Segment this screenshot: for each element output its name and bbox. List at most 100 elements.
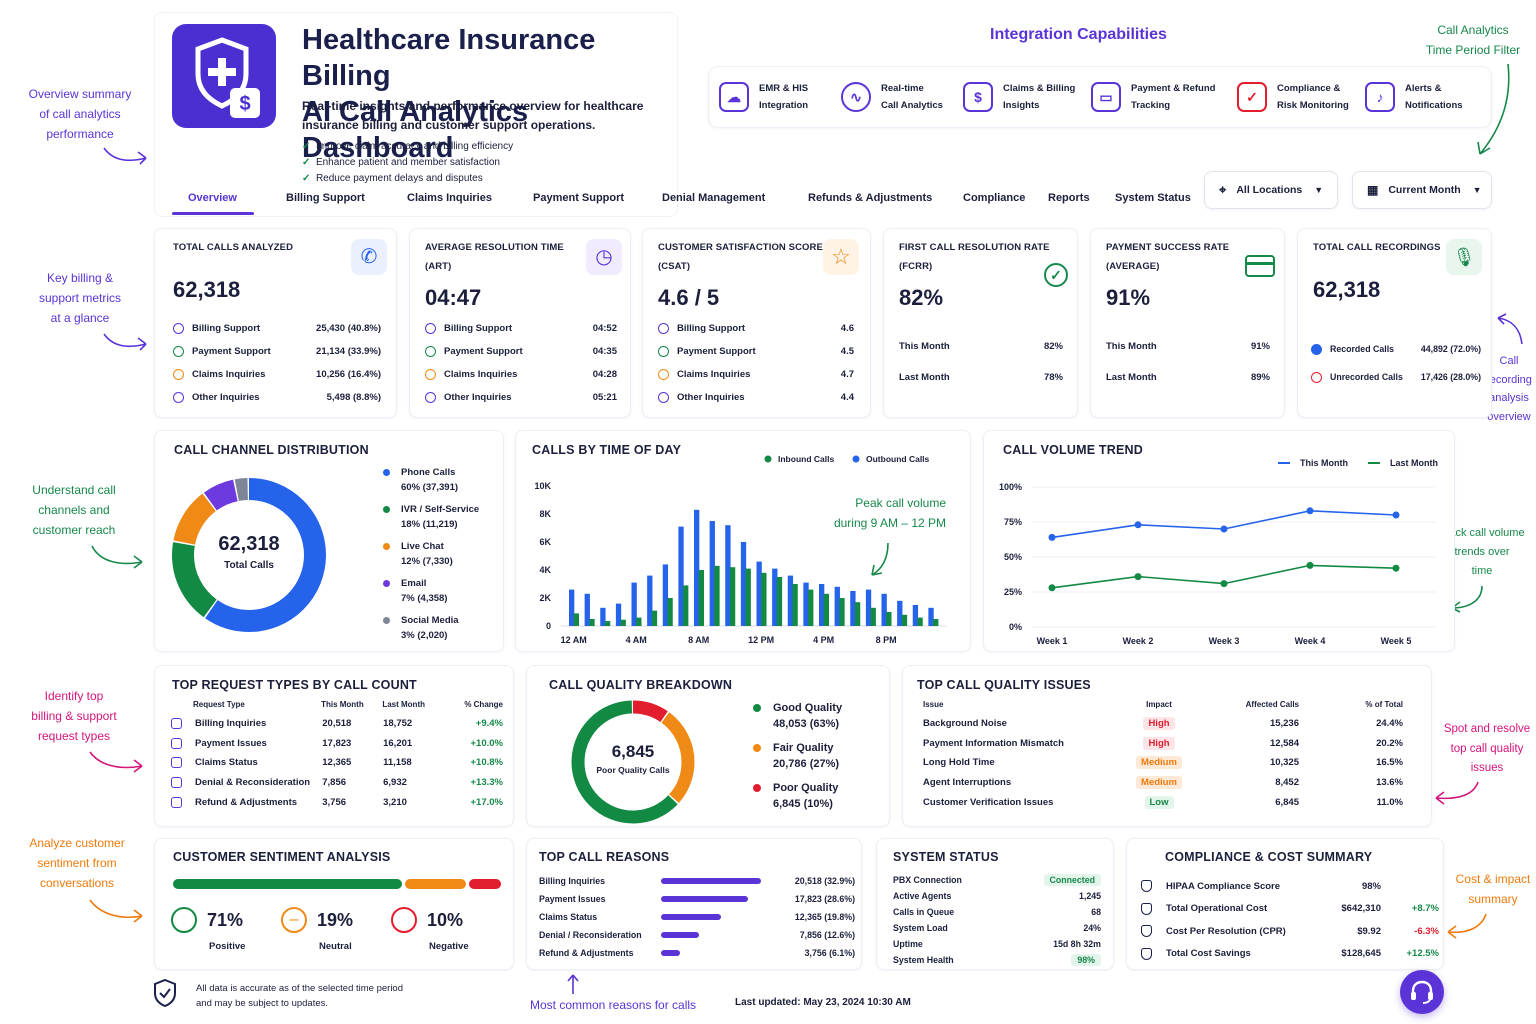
kpi-row-label: Billing Support xyxy=(677,323,746,334)
status-value: 24% xyxy=(1083,923,1101,933)
sentiment-value: 71% xyxy=(207,909,244,930)
table-row: Agent Interruptions Medium 8,452 13.6% xyxy=(923,773,1423,793)
integration-item: $ Claims & Billing Insights xyxy=(963,80,1091,114)
compliance-change: -6.3% xyxy=(1414,925,1439,937)
table-cell: High xyxy=(1129,736,1189,750)
kpi-row-value: 21,134 (33.9%) xyxy=(316,346,381,357)
integration-label: Risk Monitoring xyxy=(1277,100,1349,111)
table-cell: Customer Verification Issues xyxy=(923,796,1054,808)
tab-payment-support[interactable]: Payment Support xyxy=(533,192,625,204)
y-tick-label: 75% xyxy=(1004,517,1022,527)
legend-label: Good Quality xyxy=(773,702,843,714)
table-cell: +10.8% xyxy=(470,757,503,769)
tab-overview[interactable]: Overview xyxy=(188,192,237,204)
integration-item: ♪ Alerts & Notifications xyxy=(1365,80,1475,114)
bar-outbound xyxy=(584,593,590,626)
reason-row: Payment Issues 17,823 (28.6%) xyxy=(539,890,855,908)
kpi-row: Claims Inquiries 10,256 (16.4%) xyxy=(173,363,381,386)
channel-slice xyxy=(172,478,326,632)
bar-outbound xyxy=(678,526,684,626)
kpi-row-label: Other Inquiries xyxy=(192,392,260,403)
status-row: Uptime 15d 8h 32m xyxy=(893,936,1101,952)
bar-outbound xyxy=(865,589,872,626)
legend-label: IVR / Self-Service xyxy=(401,504,480,515)
kpi-row: Other Inquiries 05:21 xyxy=(425,386,617,409)
donut-center-label: Total Calls xyxy=(224,560,274,571)
legend-label: Inbound Calls xyxy=(778,454,834,464)
bar-outbound xyxy=(912,605,919,626)
bar-outbound xyxy=(850,591,856,626)
kpi-row: Billing Support 25,430 (40.8%) xyxy=(173,317,381,340)
app-logo: $ xyxy=(172,24,276,128)
goal-list: ✓ Improve claim accuracy and billing eff… xyxy=(302,139,513,187)
neutral-face-icon: – xyxy=(281,907,307,933)
bar-inbound xyxy=(651,610,658,626)
reason-bar xyxy=(661,878,761,884)
kpi-value: 91% xyxy=(1106,285,1151,310)
tab-claims-inquiries[interactable]: Claims Inquiries xyxy=(407,192,492,204)
arrow-icon xyxy=(91,545,143,569)
table-cell: Long Hold Time xyxy=(923,757,995,769)
bar-outbound xyxy=(834,586,840,626)
kpi-row-value: 4.7 xyxy=(840,369,854,380)
kpi-row-value: 78% xyxy=(1043,372,1063,383)
tab-reports[interactable]: Reports xyxy=(1048,192,1090,204)
bar-inbound xyxy=(776,577,783,626)
reason-label: Payment Issues xyxy=(539,894,606,904)
integration-label: Insights xyxy=(1003,100,1040,111)
svg-text:$: $ xyxy=(239,93,250,115)
location-filter[interactable]: ⌖ All Locations ▼ xyxy=(1204,171,1338,209)
bar-inbound xyxy=(636,617,642,626)
section-title: CALL QUALITY BREAKDOWN xyxy=(549,678,733,692)
arrow-icon xyxy=(1497,313,1523,345)
period-filter[interactable]: ▦ Current Month ▼ xyxy=(1352,171,1492,209)
integration-label: Compliance & xyxy=(1277,83,1341,94)
table-cell: 17,823 xyxy=(322,737,352,749)
kpi-row-value: 5,498 (8.8%) xyxy=(326,392,381,403)
table-cell: +17.0% xyxy=(470,796,503,808)
impact-badge: Low xyxy=(1144,795,1174,809)
kpi-row-label: This Month xyxy=(1106,341,1157,352)
bar-inbound xyxy=(698,570,704,626)
tab-refunds-adjustments[interactable]: Refunds & Adjustments xyxy=(808,192,933,204)
integration-item: ▭ Payment & Refund Tracking xyxy=(1091,80,1237,114)
page-title: Healthcare Insurance Billing AI Call Ana… xyxy=(302,24,596,164)
table-cell: 6,932 xyxy=(383,777,407,789)
column-header: % Change xyxy=(464,700,503,709)
reason-value: 7,856 (12.6%) xyxy=(799,930,855,940)
kpi-row-label: Unrecorded Calls xyxy=(1330,372,1403,382)
tab-billing-support[interactable]: Billing Support xyxy=(286,192,365,204)
x-circle-icon xyxy=(1311,371,1322,383)
legend-detail: 48,053 (63%) xyxy=(773,718,840,730)
legend-detail: 20,786 (27%) xyxy=(773,758,840,770)
series-point xyxy=(1306,561,1314,569)
kpi-row-label: Claims Inquiries xyxy=(192,369,266,380)
bar-outbound xyxy=(740,542,747,626)
status-label: PBX Connection xyxy=(893,875,962,885)
smile-face-icon xyxy=(171,907,197,933)
table-row: Long Hold Time Medium 10,325 16.5% xyxy=(923,753,1423,773)
tab-denial-management[interactable]: Denial Management xyxy=(662,192,766,204)
support-chat-button[interactable] xyxy=(1400,970,1444,1014)
dollar-shield-icon xyxy=(1141,902,1152,915)
legend-label: Email xyxy=(401,578,427,589)
reason-value: 3,756 (6.1%) xyxy=(804,948,855,958)
channel-slice xyxy=(172,478,326,632)
annotation-sentiment: Analyze customer sentiment from conversati… xyxy=(29,836,125,890)
donut-center-label: Poor Quality Calls xyxy=(596,765,670,775)
check-circle-icon: ✓ xyxy=(302,141,311,152)
tab-compliance[interactable]: Compliance xyxy=(963,192,1026,204)
table-cell: Payment Information Mismatch xyxy=(923,737,1064,749)
status-value: 1,245 xyxy=(1078,891,1101,901)
series-point xyxy=(1392,511,1400,519)
quality-breakdown-card: CALL QUALITY BREAKDOWN 6,845 Poor Qualit… xyxy=(526,665,890,827)
diamond-dollar-icon xyxy=(171,737,182,749)
tab-system-status[interactable]: System Status xyxy=(1115,192,1191,204)
kpi-title: TOTAL CALL RECORDINGS xyxy=(1313,242,1441,253)
kpi-value: 82% xyxy=(899,285,944,310)
help-circle-icon xyxy=(658,392,669,403)
page-subtitle: Real-time insights and performance overv… xyxy=(302,99,644,132)
dollar-circle-icon xyxy=(425,346,436,357)
cloud-icon: ☁ xyxy=(719,82,749,112)
sentiment-segment xyxy=(173,879,402,889)
